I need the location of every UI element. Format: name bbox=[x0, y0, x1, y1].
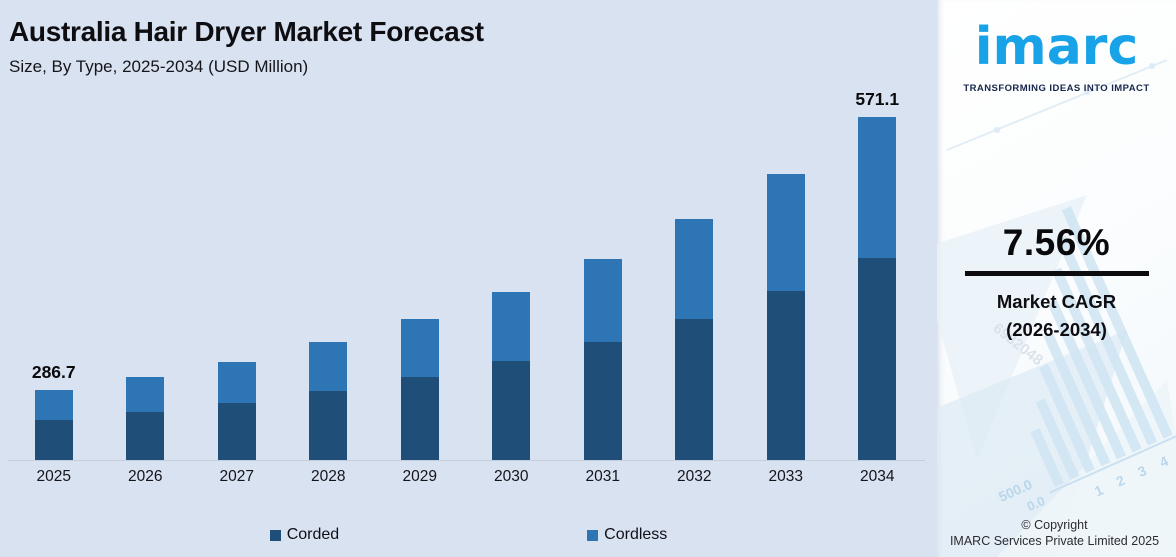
bar-segment-cordless-2028 bbox=[309, 342, 348, 391]
chart-title: Australia Hair Dryer Market Forecast bbox=[9, 16, 484, 47]
bar-2030 bbox=[492, 292, 531, 461]
x-tick-2025: 2025 bbox=[36, 468, 71, 485]
cagr-block: 7.56% Market CAGR (2026-2034) bbox=[937, 222, 1176, 344]
bar-segment-cordless-2032 bbox=[675, 219, 714, 319]
bar-column-2029 bbox=[374, 71, 466, 461]
side-panel: 500.0 0.0 1 2 3 4 6982048 imarc TRANSFOR… bbox=[937, 0, 1176, 557]
x-tick-2030: 2030 bbox=[494, 468, 529, 485]
x-axis-labels: 2025 2026 2027 2028 2029 2030 2031 2032 2033 2034 bbox=[8, 468, 923, 486]
bar-value-label-2034: 571.1 bbox=[855, 89, 900, 109]
bar-2026 bbox=[126, 377, 165, 461]
bar-segment-cordless-2033 bbox=[766, 174, 805, 291]
cagr-underline bbox=[964, 271, 1149, 276]
imarc-logo: imarc TRANSFORMING IDEAS INTO IMPACT bbox=[937, 0, 1176, 94]
x-axis-line bbox=[8, 460, 925, 461]
bar-segment-corded-2033 bbox=[766, 291, 805, 461]
bar-segment-cordless-2031 bbox=[583, 259, 622, 342]
x-tick-2034: 2034 bbox=[860, 468, 895, 485]
copyright-line2: IMARC Services Private Limited 2025 bbox=[949, 533, 1160, 548]
bar-column-2033 bbox=[740, 71, 832, 461]
bar-2033 bbox=[766, 174, 805, 461]
bar-segment-corded-2026 bbox=[126, 412, 165, 461]
x-tick-2033: 2033 bbox=[768, 468, 803, 485]
legend: Corded Cordless bbox=[0, 526, 937, 544]
bar-column-2031 bbox=[557, 71, 649, 461]
bar-segment-corded-2034 bbox=[858, 258, 897, 461]
bar-segment-cordless-2027 bbox=[217, 362, 256, 403]
legend-label-cordless: Cordless bbox=[604, 526, 668, 543]
bar-segment-cordless-2034 bbox=[858, 117, 897, 258]
bar-segment-corded-2025 bbox=[34, 420, 73, 461]
bar-column-2032 bbox=[649, 71, 741, 461]
bar-2027 bbox=[217, 362, 256, 461]
legend-swatch-corded bbox=[269, 529, 281, 541]
bar-column-2030 bbox=[466, 71, 558, 461]
chart-panel: Australia Hair Dryer Market Forecast Siz… bbox=[0, 16, 937, 544]
bar-segment-corded-2029 bbox=[400, 377, 439, 461]
bar-segment-corded-2030 bbox=[492, 361, 531, 461]
bars-row: 286.7 571.1 bbox=[8, 71, 923, 461]
x-tick-2032: 2032 bbox=[677, 468, 712, 485]
watermark-number: 0.0 bbox=[1025, 493, 1048, 514]
bar-segment-corded-2027 bbox=[217, 403, 256, 461]
watermark-number: 500.0 bbox=[996, 476, 1035, 505]
bar-column-2025: 286.7 bbox=[8, 71, 100, 461]
bar-2032 bbox=[675, 219, 714, 461]
legend-swatch-cordless bbox=[587, 529, 599, 541]
bar-segment-cordless-2026 bbox=[126, 377, 165, 412]
legend-item-corded: Corded bbox=[269, 526, 340, 544]
x-tick-2031: 2031 bbox=[585, 468, 620, 485]
bar-segment-cordless-2030 bbox=[492, 292, 531, 361]
x-tick-2026: 2026 bbox=[128, 468, 163, 485]
bar-2028 bbox=[309, 342, 348, 461]
x-tick-2028: 2028 bbox=[311, 468, 346, 485]
bar-segment-cordless-2025 bbox=[34, 390, 73, 420]
bar-segment-corded-2031 bbox=[583, 342, 622, 461]
cagr-label: Market CAGR bbox=[996, 291, 1117, 312]
chart-subtitle: Size, By Type, 2025-2034 (USD Million) bbox=[9, 57, 309, 76]
legend-label-corded: Corded bbox=[286, 526, 340, 543]
bar-value-label-2025: 286.7 bbox=[31, 362, 76, 382]
bar-column-2028 bbox=[283, 71, 375, 461]
bar-2031 bbox=[583, 259, 622, 461]
bar-column-2027 bbox=[191, 71, 283, 461]
bar-segment-corded-2032 bbox=[675, 319, 714, 461]
watermark-number: 1 2 3 4 bbox=[1092, 450, 1176, 499]
legend-item-cordless: Cordless bbox=[587, 526, 667, 544]
bar-segment-cordless-2029 bbox=[400, 319, 439, 377]
bar-column-2026 bbox=[100, 71, 192, 461]
bar-segment-corded-2028 bbox=[309, 391, 348, 461]
copyright-line1: © Copyright bbox=[1021, 517, 1088, 532]
cagr-period: (2026-2034) bbox=[1006, 318, 1107, 340]
imarc-logo-wordmark: imarc bbox=[974, 17, 1139, 77]
copyright: © Copyright IMARC Services Private Limit… bbox=[937, 517, 1172, 550]
imarc-logo-tagline: TRANSFORMING IDEAS INTO IMPACT bbox=[963, 83, 1150, 95]
cagr-value: 7.56% bbox=[1002, 222, 1111, 263]
x-tick-2029: 2029 bbox=[402, 468, 437, 485]
bar-2034 bbox=[858, 117, 897, 461]
x-tick-2027: 2027 bbox=[219, 468, 254, 485]
bar-2025 bbox=[34, 390, 73, 461]
bar-2029 bbox=[400, 319, 439, 461]
bar-column-2034: 571.1 bbox=[832, 71, 924, 461]
